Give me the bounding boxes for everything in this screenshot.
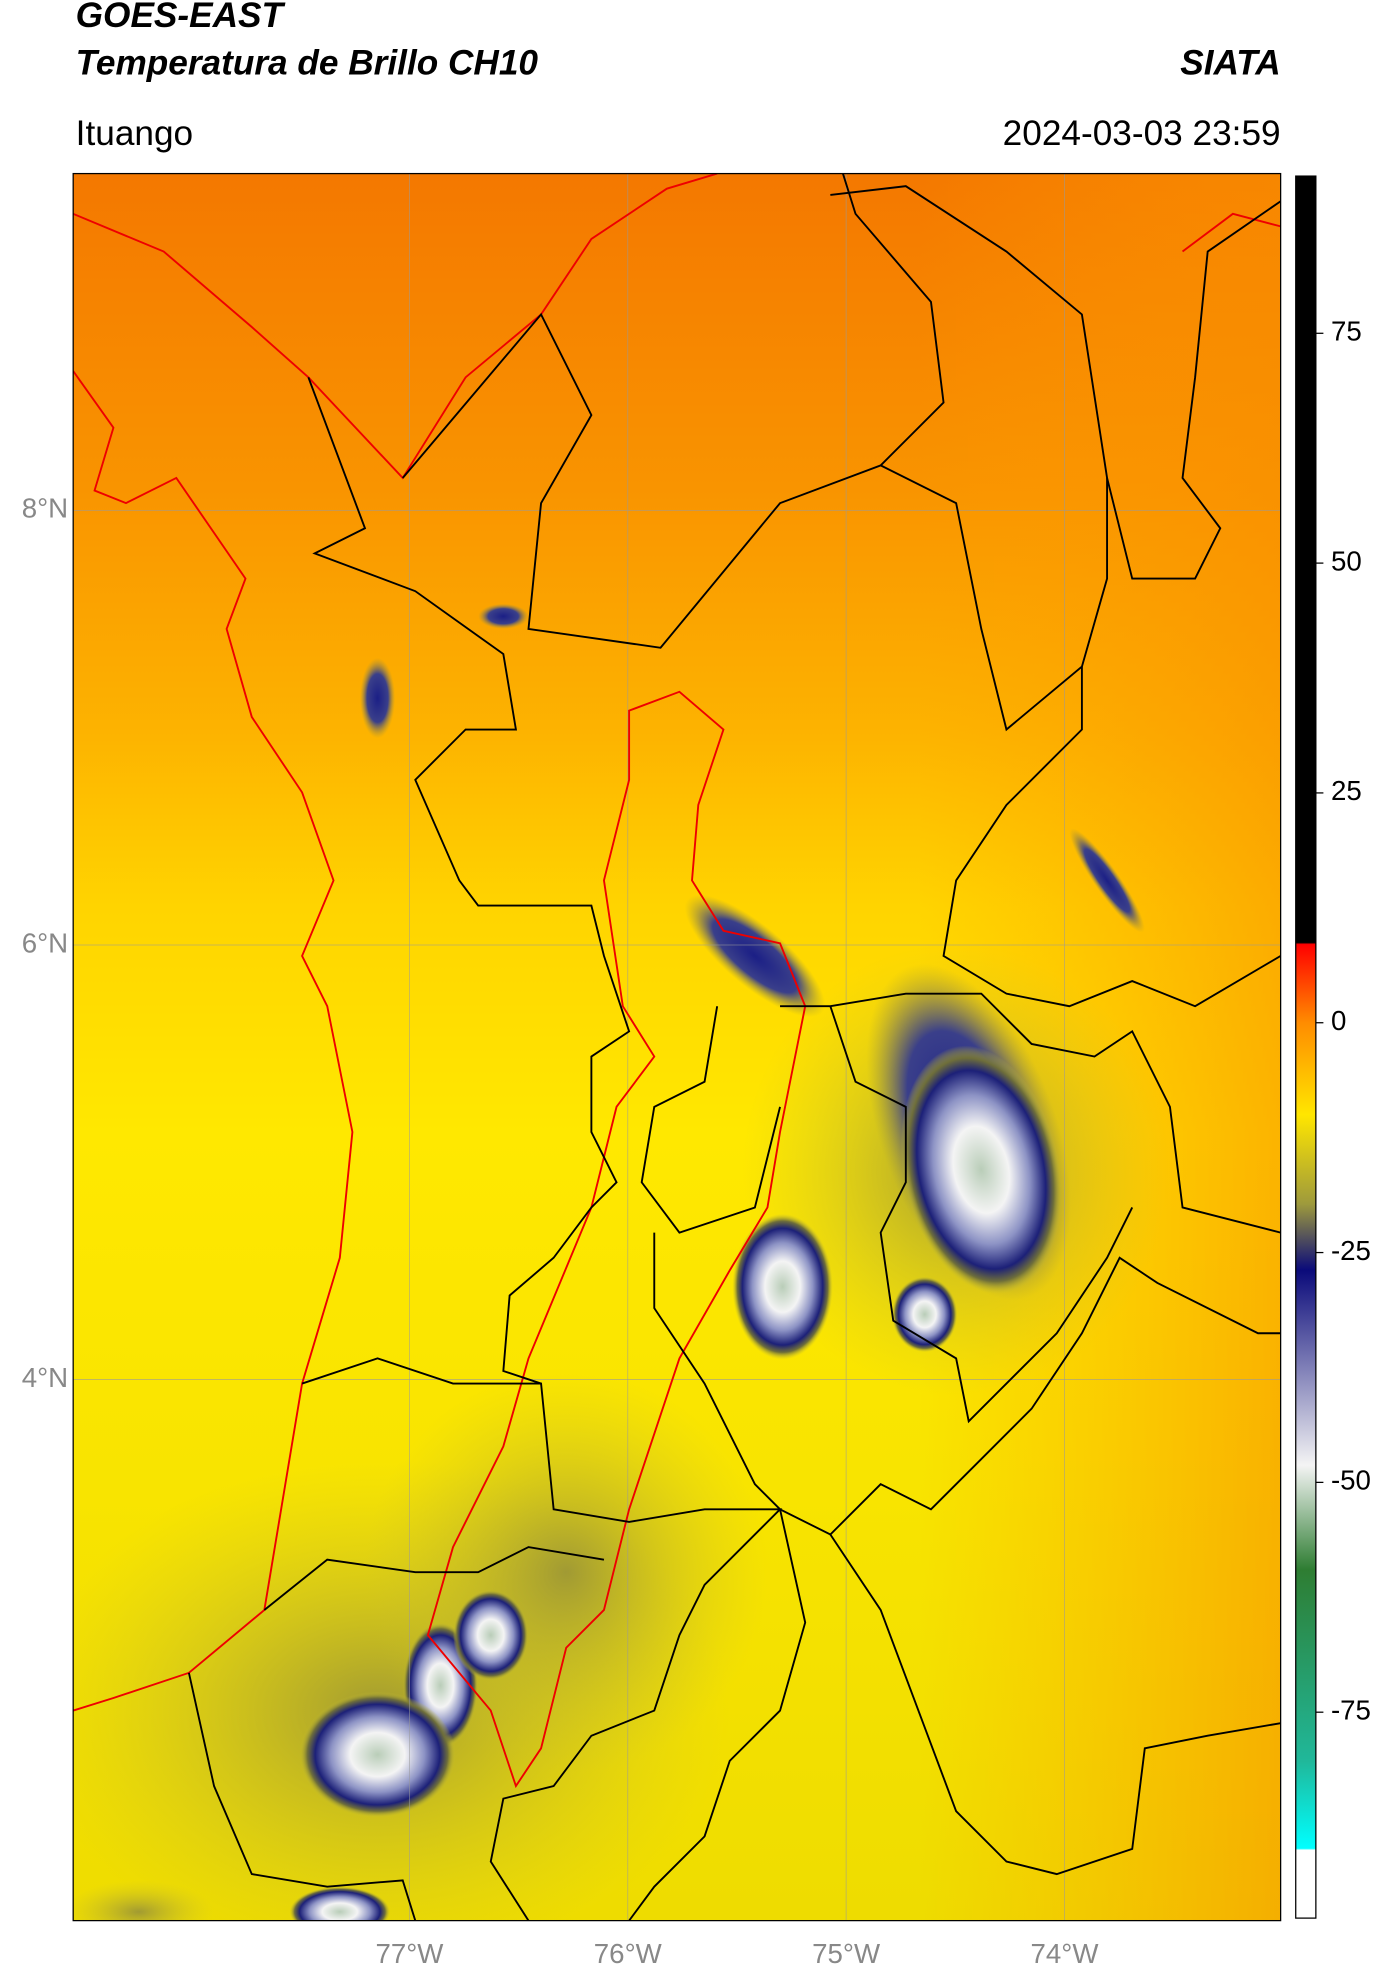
brand: SIATA (1180, 44, 1280, 83)
map-frame (72, 172, 1282, 1922)
borders (73, 173, 1281, 1921)
colorbar-tick-label: -50 (1331, 1465, 1371, 1496)
colorbar-tick-label: -25 (1331, 1235, 1371, 1266)
graticule (73, 173, 1281, 1921)
lat-label: 4°N (22, 1362, 68, 1393)
lat-label: 6°N (22, 927, 68, 958)
colorbar-tick-label: 0 (1331, 1005, 1346, 1036)
colorbar-tick-label: -75 (1331, 1695, 1371, 1726)
subtitle: Temperatura de Brillo CH10 (76, 44, 539, 83)
lon-label: 74°W (1031, 1938, 1100, 1969)
title: GOES-EAST (76, 0, 286, 35)
lat-label: 8°N (22, 493, 68, 524)
colorbar-ticks: 75 50 25 0 -25 -50 -75 (1315, 316, 1371, 1726)
lon-label: 77°W (375, 1938, 444, 1969)
colorbar-tick-label: 75 (1331, 316, 1362, 347)
lon-label: 76°W (594, 1938, 663, 1969)
colorbar (1295, 175, 1317, 1919)
colorbar-tick-label: 50 (1331, 545, 1362, 576)
region: Ituango (76, 114, 193, 153)
colorbar-tick-label: 25 (1331, 775, 1362, 806)
lon-label: 75°W (812, 1938, 881, 1969)
datetime: 2024-03-03 23:59 (1003, 114, 1281, 153)
satellite-image (73, 173, 1281, 1921)
